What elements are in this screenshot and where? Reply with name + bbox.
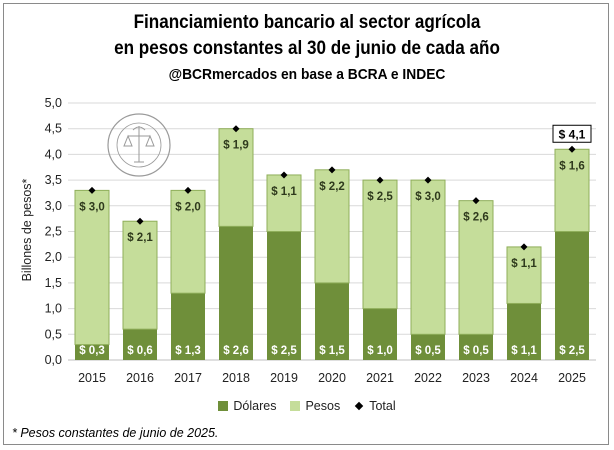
total-callout-label: $ 4,1 xyxy=(559,127,586,141)
bar-dolares xyxy=(363,308,397,360)
bar-dolares xyxy=(411,334,445,360)
data-label-dolares: $ 0,6 xyxy=(127,345,153,357)
total-marker xyxy=(232,125,240,133)
bar-dolares xyxy=(459,334,493,360)
total-marker xyxy=(472,197,480,205)
data-label-pesos: $ 3,0 xyxy=(79,201,105,213)
bar-dolares xyxy=(507,303,541,360)
y-tick-label: 5,0 xyxy=(45,96,62,110)
x-tick-label: 2017 xyxy=(174,371,202,385)
x-tick-label: 2019 xyxy=(270,371,298,385)
data-label-pesos: $ 1,6 xyxy=(559,160,585,172)
bar-pesos xyxy=(266,174,302,233)
data-label-pesos: $ 1,9 xyxy=(223,140,249,152)
legend-label-total: Total xyxy=(369,399,396,413)
legend-label-pesos: Pesos xyxy=(305,399,341,413)
bar-pesos xyxy=(362,179,398,310)
bar-dolares xyxy=(123,329,157,360)
y-tick-label: 0,0 xyxy=(45,353,62,367)
legend-item-dolares: Dólares xyxy=(218,399,276,413)
bar-dolares xyxy=(171,293,205,360)
legend-item-pesos: Pesos xyxy=(290,399,340,413)
x-tick-label: 2021 xyxy=(366,371,394,385)
x-tick-label: 2020 xyxy=(318,371,346,385)
data-label-dolares: $ 0,5 xyxy=(463,345,489,357)
total-marker xyxy=(136,217,144,225)
bar-dolares xyxy=(75,344,109,360)
total-marker xyxy=(184,186,192,194)
total-callout-box xyxy=(552,124,592,143)
legend: Dólares Pesos Total xyxy=(0,399,614,413)
legend-swatch-pesos xyxy=(290,401,301,411)
legend-swatch-dolares xyxy=(218,401,229,411)
data-label-dolares: $ 2,5 xyxy=(271,345,297,357)
y-tick-labels: 0,0 0,5 1,0 1,5 2,0 2,5 3,0 3,5 4,0 4,5 5,0 xyxy=(45,96,62,367)
y-axis-label: Billones de pesos* xyxy=(20,178,34,281)
y-tick-label: 2,0 xyxy=(45,250,62,264)
total-marker xyxy=(328,166,336,174)
total-marker xyxy=(568,145,576,153)
x-tick-label: 2018 xyxy=(222,371,250,385)
y-tick-label: 0,5 xyxy=(45,327,62,341)
y-tick-label: 4,0 xyxy=(45,147,62,161)
data-label-dolares: $ 0,3 xyxy=(79,345,105,357)
data-label-pesos: $ 3,0 xyxy=(415,191,441,203)
chart-title-line2: en pesos constantes al 30 de junio de ca… xyxy=(114,38,500,59)
data-label-pesos: $ 2,0 xyxy=(175,201,201,213)
bar-pesos xyxy=(410,179,446,335)
chart-subtitle: @BCRmercados en base a BCRA e INDEC xyxy=(168,66,446,83)
total-marker xyxy=(280,171,288,179)
bar-pesos xyxy=(218,128,254,227)
bar-dolares xyxy=(267,231,301,360)
data-label-pesos: $ 2,2 xyxy=(319,181,345,193)
x-tick-labels: 2015 2016 2017 2018 2019 2020 2021 2022 2023 2024… xyxy=(78,371,586,385)
total-marker xyxy=(520,243,528,251)
x-tick-label: 2024 xyxy=(510,371,538,385)
x-tick-label: 2025 xyxy=(558,371,586,385)
data-label-dolares: $ 1,3 xyxy=(175,345,201,357)
x-tick-label: 2022 xyxy=(414,371,442,385)
total-marker xyxy=(376,176,384,184)
y-tick-label: 1,5 xyxy=(45,276,62,290)
bar-pesos xyxy=(74,189,110,346)
x-tick-label: 2023 xyxy=(462,371,490,385)
bar-dolares xyxy=(315,282,349,360)
bar-pesos xyxy=(458,200,494,335)
bar-dolares xyxy=(219,226,253,360)
y-tick-label: 3,5 xyxy=(45,173,62,187)
data-label-pesos: $ 1,1 xyxy=(271,186,297,198)
footnote: * Pesos constantes de junio de 2025. xyxy=(12,426,219,440)
chart-title-line1: Financiamiento bancario al sector agríco… xyxy=(133,12,481,33)
bar-dolares xyxy=(555,231,589,360)
data-label-pesos: $ 2,6 xyxy=(463,212,489,224)
data-label-dolares: $ 0,5 xyxy=(415,345,441,357)
data-label-dolares: $ 1,5 xyxy=(319,345,345,357)
legend-item-total: Total xyxy=(354,399,396,413)
bcr-seal-logo xyxy=(107,113,171,177)
legend-marker-total xyxy=(354,401,364,411)
y-tick-label: 2,5 xyxy=(45,225,62,239)
data-label-dolares: $ 1,0 xyxy=(367,345,393,357)
bar-pesos xyxy=(506,246,542,304)
x-tick-label: 2015 xyxy=(78,371,106,385)
data-label-dolares: $ 2,6 xyxy=(223,345,249,357)
data-label-pesos: $ 1,1 xyxy=(511,258,537,270)
bar-pesos xyxy=(122,220,158,330)
x-tick-label: 2016 xyxy=(126,371,154,385)
y-tick-label: 3,0 xyxy=(45,199,62,213)
data-label-pesos: $ 2,1 xyxy=(127,232,153,244)
bar-pesos xyxy=(554,148,590,232)
bars: $ 0,3 $ 3,0 $ 0,6 $ 2,1 $ 1,3 $ 2,0 $ 2,6 $ 1,9… xyxy=(74,124,592,360)
data-label-dolares: $ 2,5 xyxy=(559,345,585,357)
y-tick-label: 4,5 xyxy=(45,122,62,136)
y-tick-label: 1,0 xyxy=(45,302,62,316)
data-label-dolares: $ 1,1 xyxy=(511,345,537,357)
data-label-pesos: $ 2,5 xyxy=(367,191,393,203)
total-marker xyxy=(88,186,96,194)
legend-label-dolares: Dólares xyxy=(233,399,277,413)
total-marker xyxy=(424,176,432,184)
